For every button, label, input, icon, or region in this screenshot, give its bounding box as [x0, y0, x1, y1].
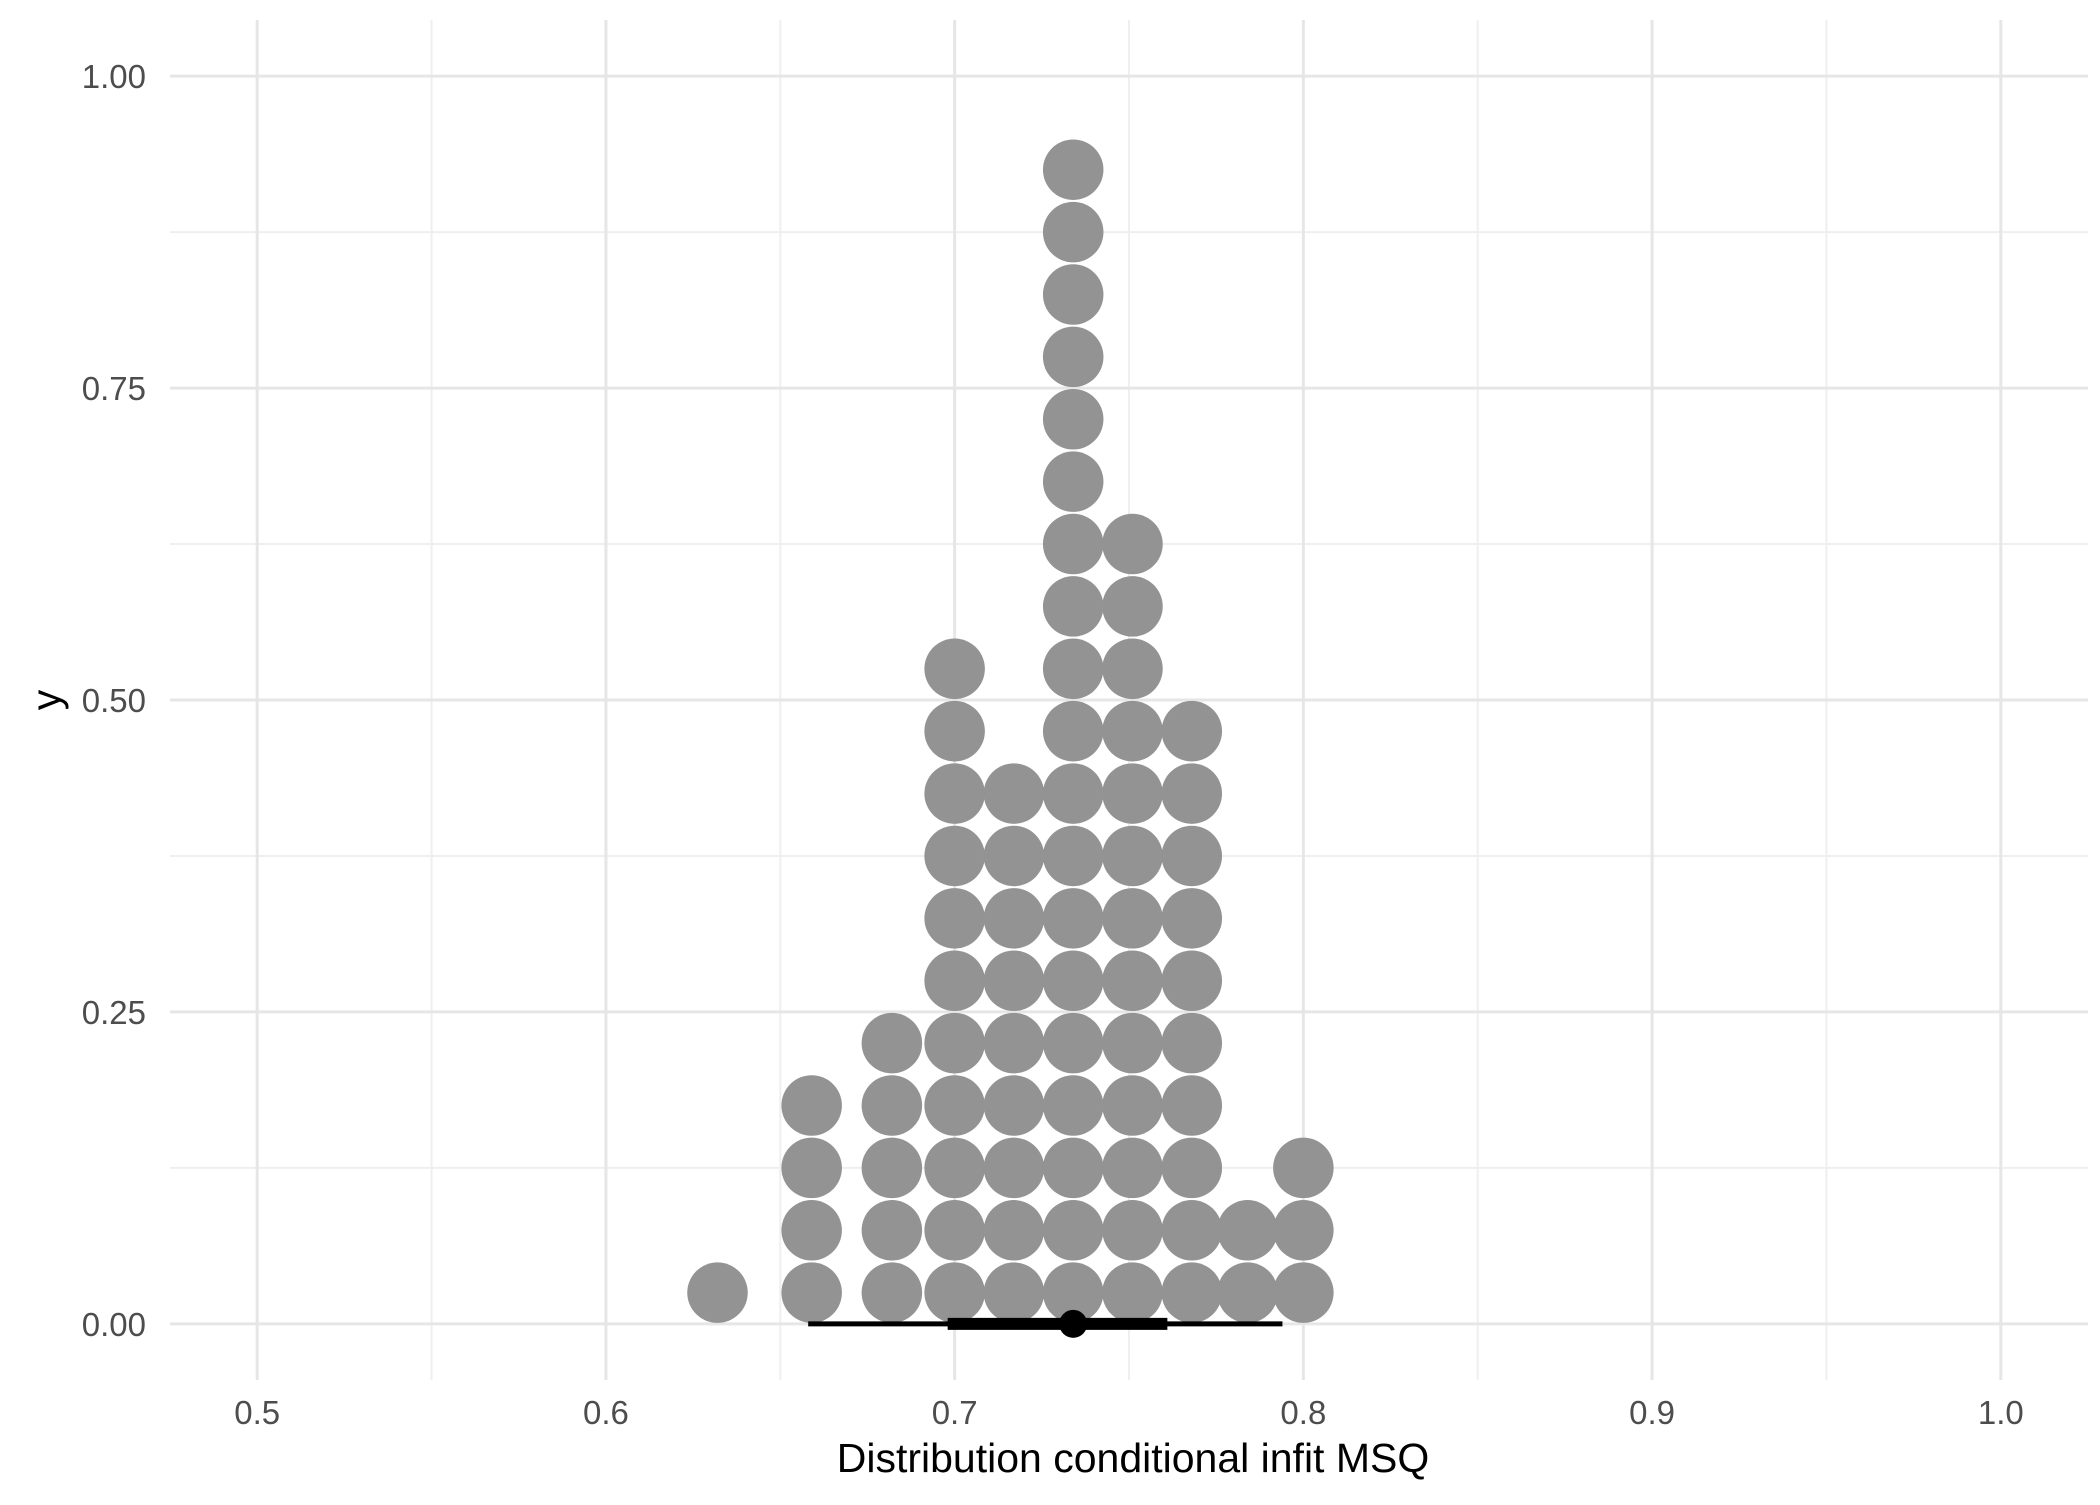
y-axis-title: y	[23, 689, 69, 710]
dot	[1042, 576, 1104, 637]
x-tick-label: 0.6	[583, 1394, 629, 1431]
x-tick-label: 1.0	[1978, 1394, 2024, 1431]
dot	[1042, 326, 1104, 388]
dot	[1161, 1012, 1223, 1074]
dot	[1042, 1137, 1104, 1199]
dot	[1102, 1075, 1163, 1136]
dot	[1102, 1012, 1163, 1074]
dot	[924, 1200, 985, 1261]
dot	[1042, 950, 1104, 1011]
x-tick-label: 0.8	[1280, 1394, 1326, 1431]
dot	[1042, 451, 1104, 512]
dot	[1102, 638, 1163, 700]
dot	[1161, 825, 1223, 887]
dot	[924, 1012, 985, 1074]
dot	[781, 1262, 842, 1323]
dot	[983, 1262, 1045, 1323]
x-tick-label: 0.9	[1629, 1394, 1675, 1431]
grid	[170, 20, 2088, 1380]
dot	[687, 1262, 748, 1323]
dot	[983, 888, 1045, 949]
dot	[1042, 825, 1104, 887]
dot	[1161, 1262, 1223, 1323]
dot	[1042, 513, 1104, 575]
x-tick-label: 0.5	[234, 1394, 280, 1431]
dot	[861, 1012, 923, 1074]
dot	[1102, 825, 1163, 887]
dot	[1042, 700, 1104, 762]
dot	[1102, 763, 1163, 824]
dot	[1042, 1075, 1104, 1136]
dot	[983, 825, 1045, 887]
dot	[781, 1200, 842, 1261]
dot	[1042, 201, 1104, 263]
x-axis-title: Distribution conditional infit MSQ	[837, 1435, 1429, 1481]
dot	[924, 950, 985, 1011]
dot	[1042, 638, 1104, 700]
dot	[1042, 139, 1104, 200]
y-tick-label: 0.00	[82, 1306, 146, 1343]
dot	[924, 888, 985, 949]
dot	[1102, 950, 1163, 1011]
y-tick-label: 0.25	[82, 994, 146, 1031]
dot	[983, 950, 1045, 1011]
dot	[924, 1137, 985, 1199]
y-tick-label: 0.75	[82, 370, 146, 407]
dot	[983, 1075, 1045, 1136]
dot	[1042, 1262, 1104, 1323]
y-tick-labels: 0.00 0.25 0.50 0.75 1.00	[82, 58, 146, 1343]
dot	[1161, 1200, 1223, 1261]
x-tick-labels: 0.5 0.6 0.7 0.8 0.9 1.0	[234, 1394, 2024, 1431]
dot	[1102, 576, 1163, 637]
dot	[983, 1012, 1045, 1074]
dot	[861, 1075, 923, 1136]
dot	[1102, 1262, 1163, 1323]
dot	[924, 763, 985, 824]
dot	[1161, 1075, 1223, 1136]
dot	[1042, 888, 1104, 949]
point-estimate	[1059, 1309, 1088, 1338]
dot	[1161, 888, 1223, 949]
dot	[1042, 389, 1104, 450]
dot	[983, 1137, 1045, 1199]
dot	[1042, 763, 1104, 824]
dot	[1042, 1012, 1104, 1074]
dot	[924, 700, 985, 762]
dot	[861, 1137, 923, 1199]
dot	[1042, 1200, 1104, 1261]
dot	[983, 1200, 1045, 1261]
dot	[781, 1137, 842, 1199]
dot	[1273, 1200, 1334, 1261]
dot	[1102, 888, 1163, 949]
dot	[1273, 1137, 1334, 1199]
dot	[924, 825, 985, 887]
dot	[924, 1075, 985, 1136]
dot	[1102, 700, 1163, 762]
y-tick-label: 0.50	[82, 682, 146, 719]
dot	[1161, 1137, 1223, 1199]
dot	[1217, 1262, 1278, 1323]
dot	[1161, 763, 1223, 824]
dot	[861, 1200, 923, 1261]
interval	[808, 1309, 1283, 1338]
dot	[1161, 950, 1223, 1011]
dot	[983, 763, 1045, 824]
dot	[861, 1262, 923, 1323]
dot	[1102, 1137, 1163, 1199]
dot	[1102, 1200, 1163, 1261]
dot	[1102, 513, 1163, 575]
x-tick-label: 0.7	[932, 1394, 978, 1431]
dots	[687, 139, 1334, 1323]
dot	[1273, 1262, 1334, 1323]
dot	[1161, 700, 1223, 762]
dot	[1217, 1200, 1278, 1261]
y-tick-label: 1.00	[82, 58, 146, 95]
dot	[1042, 264, 1104, 325]
dot	[781, 1075, 842, 1136]
dot	[924, 638, 985, 700]
dot	[924, 1262, 985, 1323]
